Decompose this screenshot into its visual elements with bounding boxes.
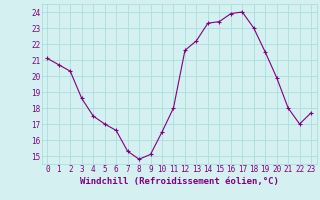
X-axis label: Windchill (Refroidissement éolien,°C): Windchill (Refroidissement éolien,°C) <box>80 177 279 186</box>
